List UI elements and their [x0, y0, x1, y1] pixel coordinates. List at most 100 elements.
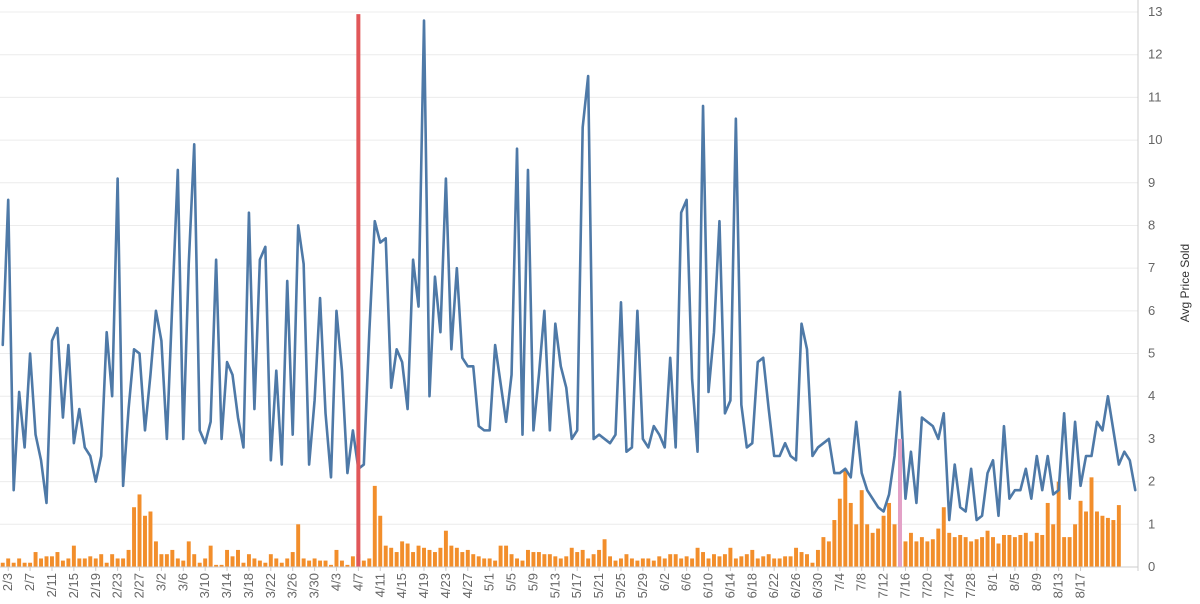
x-tick-label: 2/27 [132, 573, 147, 598]
bar [66, 558, 71, 567]
bar [449, 545, 454, 567]
bar [651, 560, 656, 567]
bar [214, 564, 219, 567]
y-tick-label: 5 [1148, 346, 1155, 361]
bar [1045, 502, 1050, 567]
bar [28, 562, 33, 567]
x-tick-label: 5/5 [504, 573, 519, 591]
bar [77, 558, 82, 567]
x-tick-label: 4/23 [438, 573, 453, 598]
y-tick-label: 13 [1148, 4, 1162, 19]
bar [722, 554, 727, 567]
x-tick-label: 4/19 [416, 573, 431, 598]
bar [460, 552, 465, 567]
bar [591, 554, 596, 567]
bar [50, 556, 54, 567]
x-tick-label: 8/13 [1051, 573, 1066, 598]
bar [854, 524, 859, 567]
bar [427, 549, 432, 567]
bar [613, 560, 618, 567]
x-tick-label: 3/30 [307, 573, 322, 598]
x-tick-label: 3/26 [285, 573, 300, 598]
bar [569, 547, 574, 567]
x-tick-label: 4/7 [350, 573, 365, 591]
bar [657, 556, 662, 567]
bar [186, 541, 191, 567]
y-tick-label: 1 [1148, 516, 1155, 531]
bar [925, 541, 930, 567]
bar [963, 537, 968, 567]
bar [930, 539, 935, 567]
bar [794, 547, 799, 567]
bar [1034, 532, 1039, 567]
bar [504, 545, 509, 567]
bar [164, 554, 169, 567]
y-axis-title: Avg Price Sold [1178, 244, 1192, 323]
y-tick-label: 11 [1148, 89, 1162, 104]
bar [515, 558, 519, 567]
bar [870, 532, 875, 567]
bar [148, 511, 153, 567]
bar [175, 558, 180, 567]
bar [104, 562, 109, 567]
bar [236, 549, 240, 567]
bar [684, 556, 689, 567]
bar [706, 558, 711, 567]
bar [996, 543, 1001, 567]
bar [766, 554, 771, 567]
bar [181, 560, 186, 567]
bar [805, 554, 809, 567]
x-tick-label: 5/25 [613, 573, 628, 598]
bar [980, 537, 985, 567]
x-tick-label: 4/15 [394, 573, 409, 598]
line-series [1, 19, 1137, 522]
bar [487, 558, 492, 567]
bar [1100, 515, 1105, 567]
bar [93, 558, 98, 567]
bar [241, 562, 246, 567]
bar [952, 537, 957, 567]
bar [301, 558, 306, 567]
bar [799, 552, 804, 567]
bar [580, 549, 585, 567]
bar [553, 556, 558, 567]
x-tick-label: 2/11 [44, 573, 59, 597]
bar [646, 558, 651, 567]
bar [323, 560, 328, 567]
bar [60, 560, 65, 567]
bar [690, 558, 695, 567]
bar [602, 539, 607, 567]
bar [1111, 520, 1116, 567]
bar [783, 556, 788, 567]
x-tick-label: 7/4 [832, 573, 847, 591]
x-tick-label: 7/20 [919, 573, 934, 598]
bar [531, 552, 536, 567]
bar [712, 554, 716, 567]
bar [679, 558, 684, 567]
bar [635, 560, 640, 567]
bar [985, 530, 990, 567]
x-tick-label: 3/22 [263, 573, 278, 598]
bar [750, 549, 755, 567]
bar [318, 560, 323, 567]
x-tick-label: 5/17 [569, 573, 584, 598]
bar [859, 490, 864, 567]
bar [44, 556, 49, 567]
bar [717, 556, 722, 567]
bar [843, 468, 848, 567]
bar [482, 558, 487, 567]
bar [11, 562, 16, 567]
x-tick-label: 2/7 [22, 573, 37, 591]
bar [405, 543, 410, 567]
bar [525, 549, 530, 567]
bar [586, 558, 591, 567]
x-tick-label: 2/23 [110, 573, 125, 598]
x-tick-label: 8/17 [1073, 573, 1088, 598]
bar [170, 549, 175, 567]
bar [159, 554, 164, 567]
x-tick-label: 5/1 [482, 573, 497, 591]
bar [958, 534, 963, 567]
x-tick-label: 7/16 [897, 573, 912, 598]
bar [394, 552, 399, 567]
